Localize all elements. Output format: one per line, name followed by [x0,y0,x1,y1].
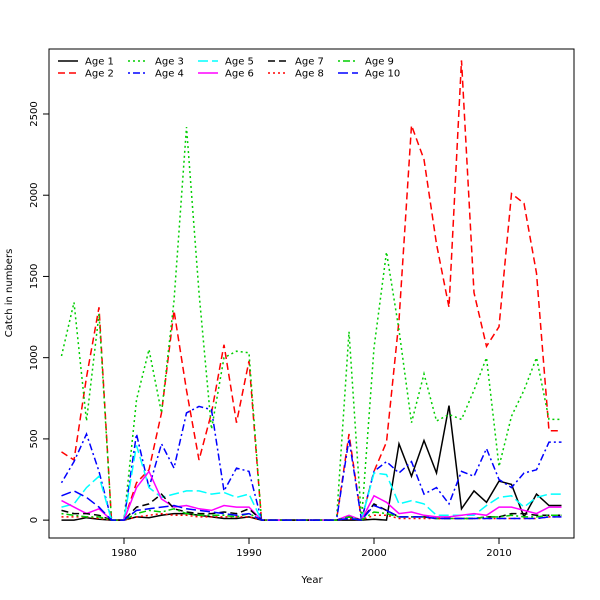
series-line-age-10 [61,490,562,521]
series-line-age-1 [61,405,562,521]
y-tick-label-2000: 2000 [29,182,40,207]
y-tick-label-1000: 1000 [29,345,40,370]
series-line-age-2 [61,60,562,521]
y-tick-label-0: 0 [29,517,40,523]
legend-label-age-5: Age 5 [225,57,254,68]
plot-frame [48,48,575,539]
y-tick-label-1500: 1500 [29,264,40,289]
x-tick-label-2010: 2010 [486,548,511,559]
x-tick-label-2000: 2000 [361,548,386,559]
series-lines [60,60,562,522]
y-axis: 0 500 1000 1500 2000 2500 [29,101,49,523]
x-axis: 1980 1990 2000 2010 [111,538,512,559]
x-tick-label-1980: 1980 [111,548,136,559]
series-line-age-4 [60,405,562,521]
x-tick-label-1990: 1990 [236,548,261,559]
series-line-age-6 [61,469,562,522]
legend-label-age-8: Age 8 [295,69,324,80]
legend-label-age-10: Age 10 [365,69,400,80]
y-tick-label-2500: 2500 [29,101,40,126]
legend-label-age-9: Age 9 [365,57,394,68]
y-tick-label-500: 500 [29,429,40,448]
y-axis-title: Catch in numbers [4,249,15,338]
legend-label-age-4: Age 4 [155,69,184,80]
legend-label-age-2: Age 2 [85,69,114,80]
legend-label-age-3: Age 3 [155,57,184,68]
legend-label-age-7: Age 7 [295,57,324,68]
x-axis-title: Year [300,575,323,586]
legend-label-age-1: Age 1 [85,57,114,68]
series-line-age-3 [60,126,562,521]
legend-label-age-6: Age 6 [225,69,254,80]
